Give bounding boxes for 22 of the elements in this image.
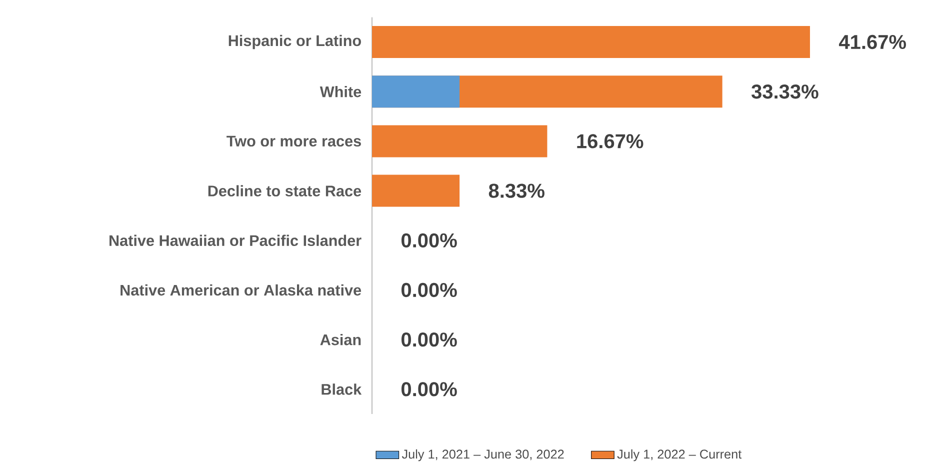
- y-tick-label: Asian: [320, 334, 361, 346]
- data-label: 0.00%: [402, 332, 457, 347]
- y-tick-label: Black: [322, 384, 362, 395]
- data-label: 8.33%: [488, 184, 544, 198]
- bar: [372, 26, 810, 58]
- data-label: 0.00%: [402, 282, 457, 298]
- data-label: 16.67%: [577, 134, 644, 148]
- bar: [372, 174, 460, 207]
- data-label: 33.33%: [751, 84, 818, 99]
- data-label: 0.00%: [402, 233, 457, 248]
- data-label: 41.67%: [838, 34, 906, 50]
- legend-label: July 1, 2022 – Current: [617, 449, 742, 462]
- legend-label: July 1, 2021 – June 30, 2022: [402, 449, 564, 462]
- bar: [372, 125, 548, 158]
- y-tick-label: Native American or Alaska native: [120, 284, 362, 296]
- y-tick-label: Hispanic or Latino: [228, 34, 361, 50]
- y-tick-label: Native Hawaiian or Pacific Islander: [110, 234, 362, 246]
- data-label: 0.00%: [402, 382, 457, 396]
- bar: [372, 76, 460, 108]
- y-tick-label: White: [320, 86, 362, 98]
- y-tick-label: Decline to state Race: [208, 185, 362, 196]
- y-tick-label: Two or more races: [226, 136, 361, 147]
